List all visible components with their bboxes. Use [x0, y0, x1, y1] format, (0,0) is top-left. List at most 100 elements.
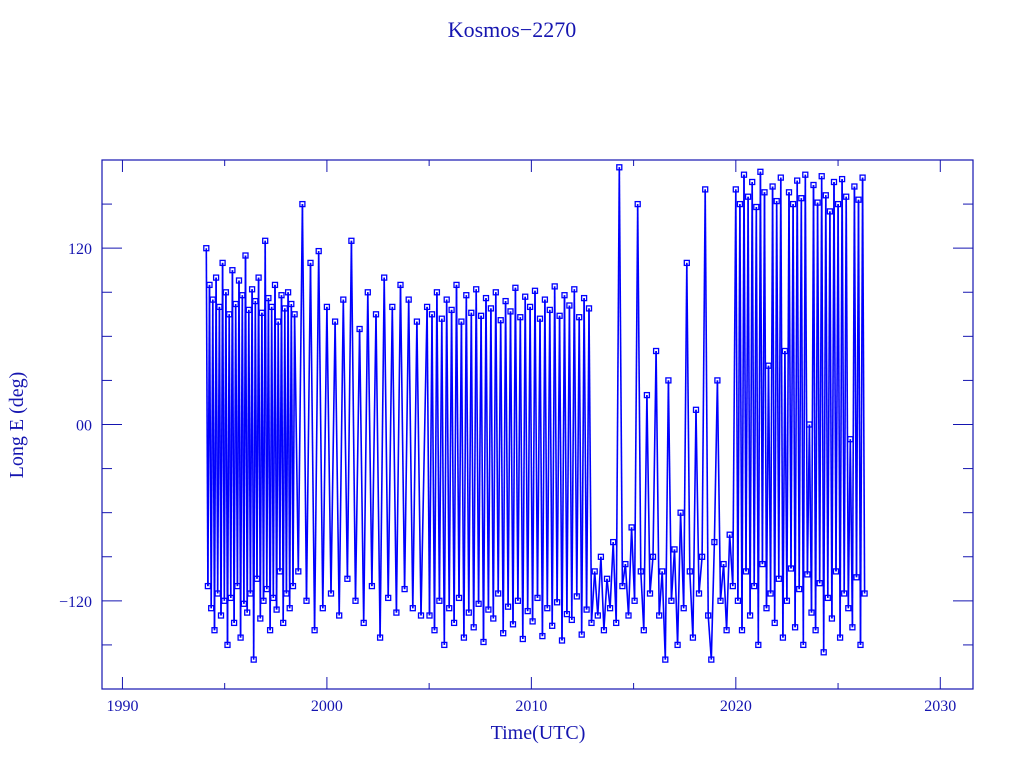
- data-point: [859, 174, 866, 181]
- data-point: [720, 560, 727, 568]
- series-segment: [305, 262, 312, 601]
- series-segment: [553, 286, 558, 603]
- data-point: [665, 377, 672, 384]
- data-point: [315, 247, 322, 255]
- series-segment: [371, 314, 377, 587]
- data-point: [677, 509, 684, 516]
- data-point: [495, 590, 502, 597]
- series-segment: [725, 534, 731, 631]
- data-point: [541, 296, 549, 303]
- series-segment: [395, 284, 402, 613]
- series-segment: [646, 395, 651, 594]
- series-segment: [522, 296, 526, 640]
- series-segment: [407, 299, 414, 609]
- data-point: [740, 171, 748, 178]
- data-point: [519, 635, 526, 643]
- series-segment: [698, 556, 703, 594]
- data-point: [568, 616, 575, 624]
- data-point: [331, 318, 339, 325]
- data-point: [563, 610, 571, 618]
- series-segment: [379, 277, 385, 638]
- data-point: [794, 177, 801, 184]
- data-point: [485, 606, 492, 613]
- data-point: [364, 289, 371, 296]
- x-tick-label: 2000: [311, 698, 343, 715]
- data-point: [278, 292, 285, 299]
- data-point: [671, 546, 678, 553]
- series-segment: [354, 328, 361, 601]
- y-axis-label: Long E (deg): [6, 372, 28, 479]
- series-segment: [455, 284, 460, 598]
- data-point: [327, 590, 335, 597]
- data-point: [810, 181, 817, 189]
- data-point: [613, 619, 620, 627]
- data-point: [436, 597, 443, 604]
- series-segment: [643, 395, 648, 631]
- data-point: [323, 303, 331, 311]
- data-point: [591, 568, 598, 575]
- data-point: [551, 283, 558, 290]
- data-point: [360, 619, 367, 627]
- series-segment: [416, 321, 422, 616]
- series-segment: [861, 177, 866, 594]
- series-segment: [676, 512, 682, 645]
- data-point: [248, 286, 256, 293]
- data-point: [828, 615, 836, 622]
- data-point: [255, 274, 262, 281]
- data-point: [714, 377, 721, 384]
- data-point: [490, 615, 497, 622]
- data-point: [529, 618, 536, 625]
- data-point: [785, 189, 793, 196]
- data-point: [203, 245, 210, 252]
- data-point: [610, 538, 617, 546]
- data-point: [531, 287, 539, 294]
- series-segment: [313, 251, 320, 631]
- data-point: [761, 189, 768, 196]
- series-segment: [383, 277, 389, 598]
- data-point: [800, 641, 807, 649]
- data-point: [266, 627, 274, 634]
- data-point: [820, 649, 827, 656]
- data-point: [258, 309, 266, 316]
- data-point: [211, 627, 218, 634]
- series-segment: [534, 290, 539, 598]
- data-point: [405, 296, 412, 303]
- series-segment: [713, 380, 719, 543]
- series-segment: [710, 542, 716, 660]
- data-point: [775, 575, 782, 582]
- data-series: [203, 164, 868, 663]
- series-segment: [593, 571, 599, 616]
- data-point: [428, 311, 436, 318]
- series-segment: [588, 308, 593, 623]
- series-segment: [391, 306, 398, 613]
- data-point: [622, 560, 629, 568]
- data-point: [487, 305, 495, 312]
- series-segment: [541, 299, 546, 637]
- data-point: [311, 627, 318, 634]
- data-point: [583, 606, 590, 613]
- data-point: [216, 303, 223, 311]
- series-segment: [495, 292, 499, 594]
- data-point: [830, 178, 838, 186]
- data-point: [455, 594, 463, 602]
- data-point: [244, 609, 251, 616]
- series-segment: [492, 292, 497, 619]
- data-point: [289, 582, 297, 590]
- data-point: [423, 303, 431, 311]
- data-point: [717, 597, 724, 604]
- series-segment: [443, 299, 448, 645]
- data-point: [851, 183, 858, 190]
- data-point: [705, 612, 712, 619]
- data-point: [553, 599, 561, 606]
- data-point: [708, 656, 715, 663]
- data-point: [816, 580, 823, 587]
- data-point: [477, 312, 485, 319]
- data-point: [336, 612, 343, 619]
- series-segment: [375, 314, 381, 638]
- data-point: [646, 590, 654, 597]
- data-point: [212, 274, 220, 281]
- data-point: [656, 612, 663, 619]
- series-segment: [716, 380, 722, 601]
- data-point: [787, 565, 795, 572]
- data-point: [463, 292, 470, 299]
